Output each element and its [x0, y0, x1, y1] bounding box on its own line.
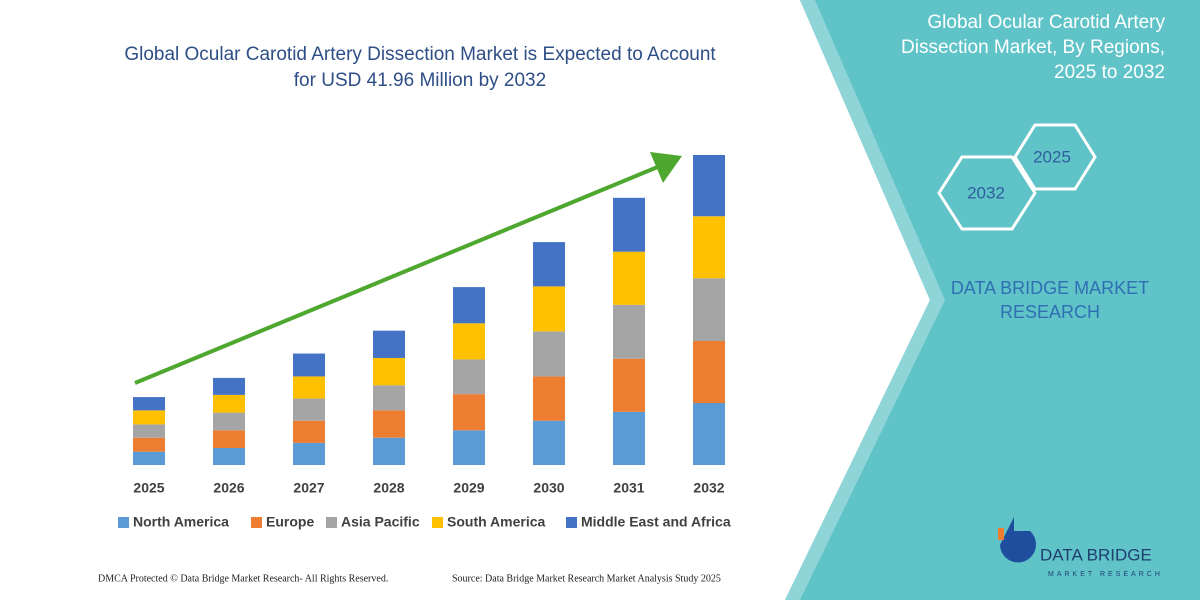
bar-segment: [213, 394, 245, 413]
legend-label: Middle East and Africa: [581, 514, 731, 530]
bar-segment: [533, 242, 565, 287]
x-tick-label: 2030: [533, 480, 564, 496]
brand-box: DATA BRIDGE MARKET RESEARCH: [950, 278, 1150, 322]
footer-left: DMCA Protected © Data Bridge Market Rese…: [98, 573, 388, 584]
bar-segment: [213, 430, 245, 449]
x-tick-label: 2032: [693, 480, 724, 496]
hexagon: [937, 155, 1037, 231]
title-box: Global Ocular Carotid Artery Dissection …: [124, 44, 716, 91]
bar-segment: [133, 451, 165, 465]
bar-segment: [453, 394, 485, 431]
bar-segment: [533, 376, 565, 421]
bar-segment: [693, 216, 725, 279]
legend-label: Asia Pacific: [341, 514, 420, 530]
bar-segment: [533, 286, 565, 332]
legend-swatch: [326, 517, 337, 528]
bar-segment: [613, 411, 645, 465]
bar-segment: [293, 442, 325, 465]
bar-segment: [133, 437, 165, 452]
legend-label: Europe: [266, 514, 314, 530]
logo-tagline: MARKET RESEARCH: [1048, 571, 1163, 578]
logo-name: DATA BRIDGE: [1040, 545, 1152, 564]
x-tick-label: 2027: [293, 480, 324, 496]
bar-segment: [293, 376, 325, 399]
bar-segment: [293, 398, 325, 421]
bar-segment: [213, 448, 245, 465]
legend-label: South America: [447, 514, 545, 530]
bar-segment: [533, 331, 565, 377]
trend-arrow: [134, 164, 661, 385]
x-tick-label: 2031: [613, 480, 644, 496]
bar-segment: [693, 278, 725, 341]
legend-swatch: [432, 517, 443, 528]
bar-segment: [373, 357, 405, 386]
bar-segment: [293, 420, 325, 443]
bar-segment: [453, 430, 485, 465]
x-tick-label: 2029: [453, 480, 484, 496]
bar-segment: [373, 330, 405, 358]
legend-swatch: [566, 517, 577, 528]
footer-right: Source: Data Bridge Market Research Mark…: [452, 573, 721, 584]
bar-segment: [133, 424, 165, 438]
x-tick-label: 2026: [213, 480, 244, 496]
bar-segment: [133, 397, 165, 411]
brand-text: DATA BRIDGE MARKET RESEARCH: [950, 278, 1150, 322]
legend-swatch: [118, 517, 129, 528]
bar-segment: [373, 410, 405, 438]
bar-segment: [373, 385, 405, 411]
panel-title: Global Ocular Carotid Artery Dissection …: [901, 12, 1165, 83]
logo-mark-accent: [998, 528, 1004, 540]
bar-segment: [453, 323, 485, 360]
x-tick-label: 2025: [133, 480, 164, 496]
bar-segment: [213, 412, 245, 431]
chart-title: Global Ocular Carotid Artery Dissection …: [124, 44, 716, 91]
hex-label: 2032: [967, 183, 1005, 202]
hexagon: [1013, 123, 1097, 191]
bar-segment: [693, 403, 725, 465]
bar-segment: [293, 353, 325, 377]
bar-segment: [613, 197, 645, 252]
logo-mark: [1000, 517, 1036, 563]
x-tick-label: 2028: [373, 480, 404, 496]
hex-label: 2025: [1033, 147, 1071, 166]
trend-arrowhead: [650, 152, 682, 183]
legend-swatch: [251, 517, 262, 528]
bar-segment: [693, 341, 725, 403]
legend-label: North America: [133, 514, 229, 530]
bar-segment: [213, 377, 245, 395]
side-panel: [785, 0, 1200, 600]
bar-segment: [613, 304, 645, 359]
bar-segment: [613, 358, 645, 412]
panel-edge: [785, 0, 945, 600]
bar-segment: [693, 155, 725, 217]
panel-title-box: Global Ocular Carotid Artery Dissection …: [901, 12, 1165, 83]
bar-segment: [453, 287, 485, 324]
bar-segment: [133, 410, 165, 425]
bar-segment: [613, 251, 645, 305]
bar-segment: [533, 420, 565, 465]
bar-segment: [373, 437, 405, 465]
bar-segment: [453, 359, 485, 395]
